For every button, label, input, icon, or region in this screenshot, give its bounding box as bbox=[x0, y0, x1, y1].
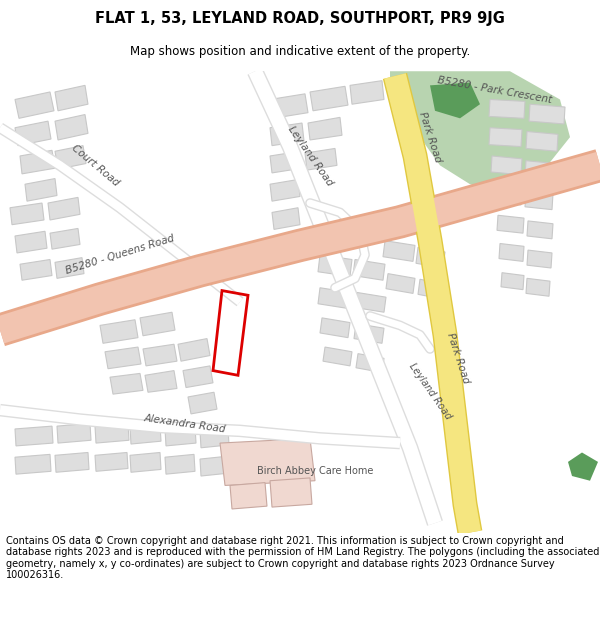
Polygon shape bbox=[15, 426, 53, 446]
Polygon shape bbox=[230, 482, 267, 509]
Polygon shape bbox=[526, 131, 558, 151]
Polygon shape bbox=[501, 272, 524, 289]
Text: Park Road: Park Road bbox=[445, 332, 471, 385]
Polygon shape bbox=[15, 231, 47, 253]
Polygon shape bbox=[15, 121, 51, 146]
Polygon shape bbox=[130, 424, 161, 444]
Polygon shape bbox=[130, 452, 161, 472]
Polygon shape bbox=[165, 454, 195, 474]
Polygon shape bbox=[55, 258, 84, 278]
Polygon shape bbox=[356, 354, 384, 372]
Polygon shape bbox=[145, 371, 177, 392]
Polygon shape bbox=[10, 203, 44, 224]
Polygon shape bbox=[494, 186, 522, 205]
Polygon shape bbox=[15, 92, 54, 118]
Polygon shape bbox=[100, 320, 138, 343]
Text: Birch Abbey Care Home: Birch Abbey Care Home bbox=[257, 466, 373, 476]
Polygon shape bbox=[50, 229, 80, 249]
Polygon shape bbox=[418, 279, 445, 299]
Polygon shape bbox=[48, 198, 80, 220]
Polygon shape bbox=[491, 156, 522, 175]
Polygon shape bbox=[188, 392, 217, 414]
Polygon shape bbox=[354, 324, 384, 343]
Polygon shape bbox=[55, 146, 86, 169]
Polygon shape bbox=[183, 366, 213, 388]
Polygon shape bbox=[416, 248, 445, 268]
Polygon shape bbox=[386, 274, 415, 293]
Polygon shape bbox=[489, 127, 522, 146]
Polygon shape bbox=[270, 94, 308, 118]
Polygon shape bbox=[57, 423, 91, 443]
Polygon shape bbox=[350, 81, 384, 104]
Polygon shape bbox=[95, 452, 128, 471]
Polygon shape bbox=[15, 454, 51, 474]
Polygon shape bbox=[320, 318, 350, 338]
Polygon shape bbox=[318, 288, 350, 309]
Polygon shape bbox=[220, 438, 315, 486]
Polygon shape bbox=[318, 255, 352, 276]
Polygon shape bbox=[305, 149, 337, 170]
Polygon shape bbox=[200, 456, 228, 476]
Polygon shape bbox=[525, 191, 553, 209]
Polygon shape bbox=[105, 347, 141, 369]
Text: Park Road: Park Road bbox=[417, 111, 443, 164]
Polygon shape bbox=[55, 452, 89, 472]
Polygon shape bbox=[200, 428, 229, 448]
Polygon shape bbox=[270, 179, 300, 201]
Polygon shape bbox=[308, 118, 342, 140]
Polygon shape bbox=[527, 250, 552, 268]
Polygon shape bbox=[525, 161, 555, 179]
Polygon shape bbox=[526, 278, 550, 296]
Polygon shape bbox=[568, 452, 598, 481]
Text: Map shows position and indicative extent of the property.: Map shows position and indicative extent… bbox=[130, 44, 470, 58]
Polygon shape bbox=[25, 179, 57, 201]
Polygon shape bbox=[55, 114, 88, 140]
Polygon shape bbox=[20, 259, 52, 280]
Polygon shape bbox=[430, 82, 480, 118]
Polygon shape bbox=[272, 208, 300, 229]
Polygon shape bbox=[143, 344, 177, 366]
Polygon shape bbox=[323, 347, 352, 366]
Text: Leyland Road: Leyland Road bbox=[407, 361, 453, 421]
Text: Leyland Road: Leyland Road bbox=[286, 124, 334, 188]
Polygon shape bbox=[165, 426, 196, 446]
Polygon shape bbox=[140, 312, 175, 336]
Text: Alexandra Road: Alexandra Road bbox=[143, 414, 227, 435]
Text: FLAT 1, 53, LEYLAND ROAD, SOUTHPORT, PR9 9JG: FLAT 1, 53, LEYLAND ROAD, SOUTHPORT, PR9… bbox=[95, 11, 505, 26]
Polygon shape bbox=[178, 339, 210, 361]
Polygon shape bbox=[353, 259, 385, 280]
Text: Court Road: Court Road bbox=[70, 142, 121, 188]
Polygon shape bbox=[489, 99, 525, 118]
Polygon shape bbox=[355, 292, 386, 312]
Polygon shape bbox=[527, 221, 553, 239]
Polygon shape bbox=[383, 241, 415, 261]
Polygon shape bbox=[270, 123, 304, 146]
Polygon shape bbox=[499, 244, 524, 261]
Polygon shape bbox=[390, 71, 570, 194]
Polygon shape bbox=[310, 86, 348, 111]
Polygon shape bbox=[497, 215, 524, 233]
Text: B5280 - Park Crescent: B5280 - Park Crescent bbox=[437, 75, 553, 105]
Polygon shape bbox=[55, 86, 88, 111]
Polygon shape bbox=[110, 373, 143, 394]
Polygon shape bbox=[95, 423, 129, 443]
Polygon shape bbox=[529, 104, 565, 124]
Polygon shape bbox=[20, 151, 55, 174]
Polygon shape bbox=[270, 151, 302, 173]
Polygon shape bbox=[270, 478, 312, 507]
Text: Contains OS data © Crown copyright and database right 2021. This information is : Contains OS data © Crown copyright and d… bbox=[6, 536, 599, 581]
Text: B5280 - Queens Road: B5280 - Queens Road bbox=[64, 234, 176, 276]
